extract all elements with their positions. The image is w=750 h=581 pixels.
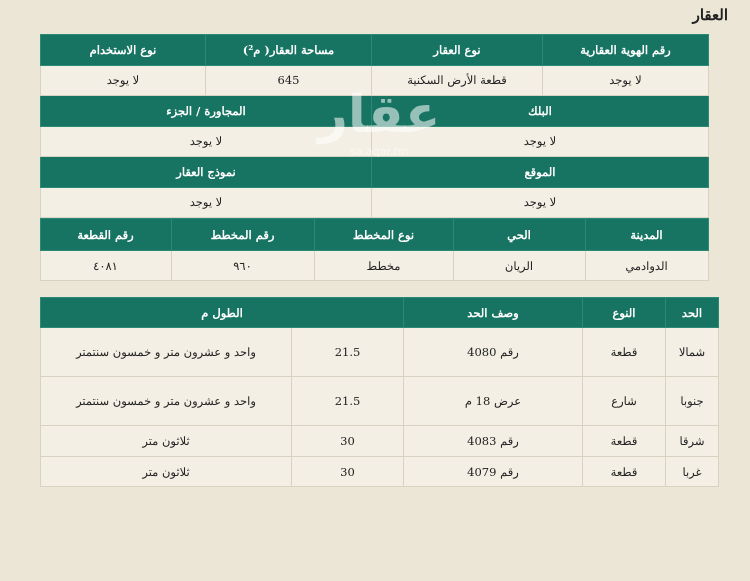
header-cell: نوع الاستخدام: [40, 34, 206, 66]
value-cell: لا يوجد: [371, 125, 709, 157]
length-text-cell: ثلاثون متر: [40, 456, 292, 487]
header-row: الموقع نموذج العقار: [40, 156, 709, 188]
table-row: غربا قطعة رقم 4079 30 ثلاثون متر: [40, 456, 719, 487]
type-cell: قطعة: [582, 425, 666, 457]
header-cell: المجاورة / الجزء: [40, 95, 372, 127]
table-row: شرقا قطعة رقم 4083 30 ثلاثون متر: [40, 425, 719, 457]
type-cell: شارع: [582, 376, 666, 426]
length-cell: 21.5: [291, 327, 404, 377]
desc-cell: رقم 4079: [403, 456, 583, 487]
type-cell: قطعة: [582, 327, 666, 377]
header-cell: رقم القطعة: [39, 218, 172, 251]
property-table: رقم الهوية العقارية نوع العقار مساحة الع…: [39, 34, 709, 281]
type-cell: قطعة: [582, 456, 666, 487]
header-row: البلك المجاورة / الجزء: [40, 95, 709, 127]
side-cell: شرقا: [665, 425, 719, 457]
value-cell: ٤٠٨١: [39, 250, 172, 281]
value-row: الدوادمي الريان مخطط ٩٦٠ ٤٠٨١: [39, 250, 709, 281]
header-cell: الموقع: [371, 156, 709, 188]
boundaries-table: الحد النوع وصف الحد الطول م شمالا قطعة ر…: [40, 297, 719, 487]
value-cell: لا يوجد: [40, 125, 372, 157]
value-row: لا يوجد لا يوجد: [40, 125, 709, 157]
length-text-cell: واحد و عشرون متر و خمسون سنتمتر: [40, 327, 292, 377]
desc-cell: رقم 4083: [403, 425, 583, 457]
length-cell: 21.5: [291, 376, 404, 426]
value-cell: لا يوجد: [40, 64, 206, 96]
value-cell: لا يوجد: [542, 64, 709, 96]
header-cell: رقم الهوية العقارية: [542, 34, 709, 66]
side-cell: جنوبا: [665, 376, 719, 426]
header-row: الحد النوع وصف الحد الطول م: [40, 297, 719, 328]
header-cell: البلك: [371, 95, 709, 127]
header-cell: نوع العقار: [371, 34, 543, 66]
value-row: لا يوجد قطعة الأرض السكنية 645 لا يوجد: [40, 64, 709, 96]
value-row: لا يوجد لا يوجد: [40, 186, 709, 218]
header-cell: رقم المخطط: [170, 218, 315, 251]
value-cell: لا يوجد: [371, 186, 709, 218]
header-row: رقم الهوية العقارية نوع العقار مساحة الع…: [40, 34, 709, 66]
side-cell: شمالا: [665, 327, 719, 377]
header-cell: الحي: [452, 218, 586, 251]
side-cell: غربا: [665, 456, 719, 487]
section-title: العقار: [692, 6, 728, 24]
header-cell: النوع: [582, 297, 666, 328]
header-cell: وصف الحد: [403, 297, 583, 328]
desc-cell: عرض 18 م: [403, 376, 583, 426]
header-row: المدينة الحي نوع المخطط رقم المخطط رقم ا…: [39, 218, 709, 251]
length-cell: 30: [291, 456, 404, 487]
value-cell: 645: [205, 64, 372, 96]
header-cell: مساحة العقار( م²): [205, 34, 372, 66]
header-cell: نوع المخطط: [313, 218, 454, 251]
location-table: المدينة الحي نوع المخطط رقم المخطط رقم ا…: [39, 218, 709, 281]
header-cell: المدينة: [584, 218, 709, 251]
header-cell: الطول م: [40, 297, 404, 328]
length-cell: 30: [291, 425, 404, 457]
value-cell: مخطط: [313, 250, 454, 281]
header-cell: الحد: [665, 297, 719, 328]
table-row: جنوبا شارع عرض 18 م 21.5 واحد و عشرون مت…: [40, 376, 719, 426]
value-cell: ٩٦٠: [170, 250, 315, 281]
value-cell: لا يوجد: [40, 186, 372, 218]
value-cell: الريان: [452, 250, 586, 281]
value-cell: قطعة الأرض السكنية: [371, 64, 543, 96]
table-row: شمالا قطعة رقم 4080 21.5 واحد و عشرون مت…: [40, 327, 719, 377]
value-cell: الدوادمي: [584, 250, 709, 281]
length-text-cell: واحد و عشرون متر و خمسون سنتمتر: [40, 376, 292, 426]
desc-cell: رقم 4080: [403, 327, 583, 377]
header-cell: نموذج العقار: [40, 156, 372, 188]
length-text-cell: ثلاثون متر: [40, 425, 292, 457]
